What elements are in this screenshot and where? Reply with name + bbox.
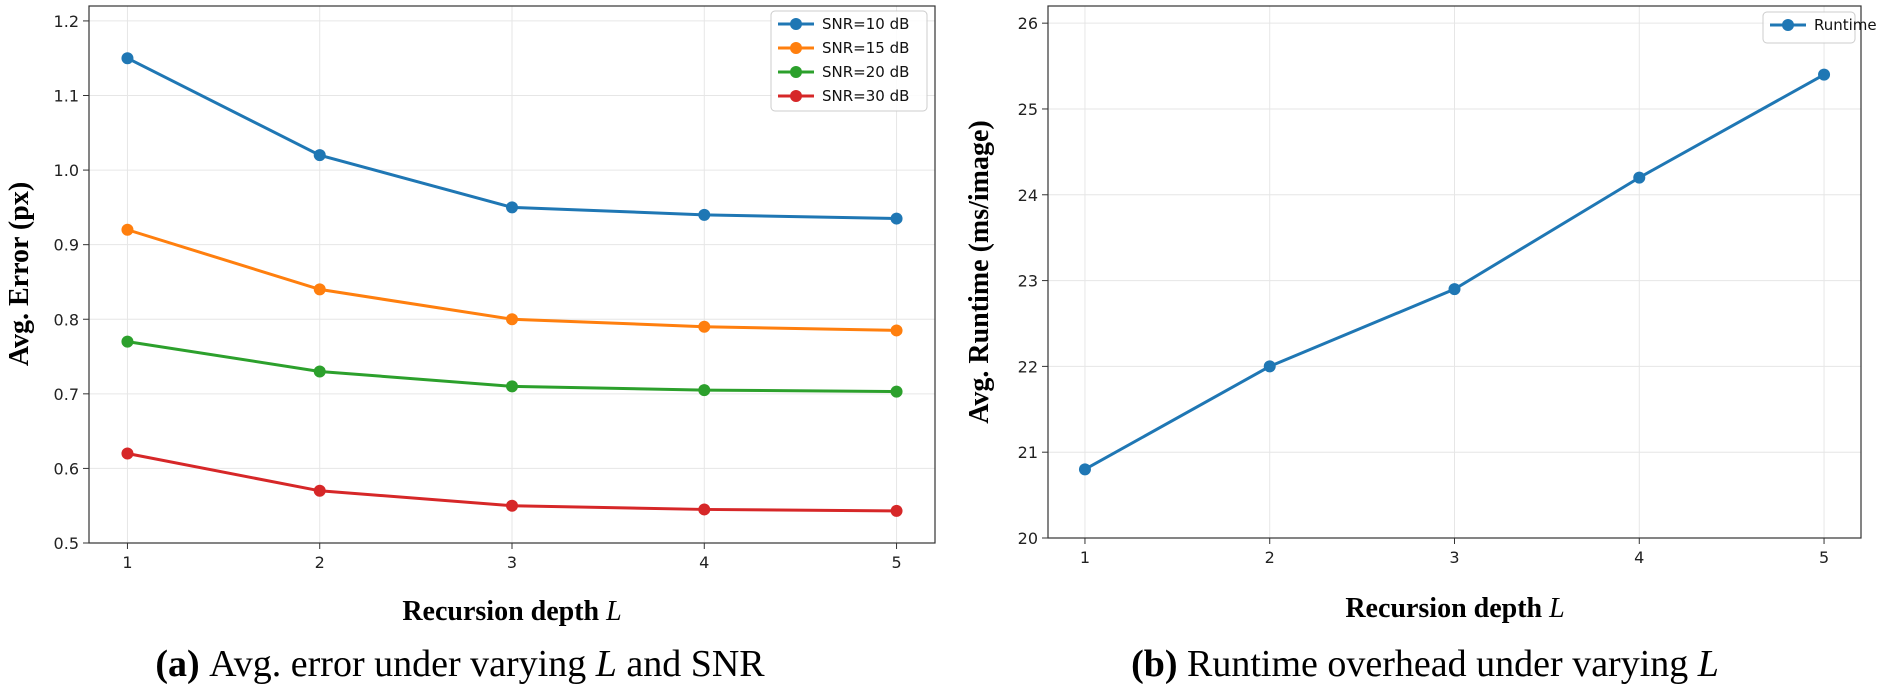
chart-a-data-point <box>890 504 903 517</box>
chart-a-data-point <box>121 447 134 460</box>
chart-b-y-tick-label: 24 <box>1018 186 1038 205</box>
chart-a-legend-label: SNR=20 dB <box>822 63 909 81</box>
chart-b-x-tick-label: 1 <box>1080 548 1090 567</box>
chart-a-data-point <box>313 283 326 296</box>
chart-a-series-3 <box>121 335 903 398</box>
chart-b-y-tick-label: 25 <box>1018 100 1038 119</box>
chart-a-data-point <box>506 380 518 393</box>
chart-a-data-point <box>313 365 326 378</box>
chart-a-y-tick-label: 1.0 <box>54 161 79 180</box>
chart-b-y-tick-label: 23 <box>1018 272 1038 291</box>
chart-a-data-point <box>890 212 903 225</box>
chart-a-data-point <box>698 208 711 221</box>
chart-a-data-point <box>698 503 711 516</box>
chart-a-y-tick-label: 0.5 <box>54 534 79 553</box>
chart-a: 1 2 3 4 50.50.60.70.80.91.01.11.2 SNR=10 dBSN… <box>4 5 936 684</box>
chart-a-legend-label: SNR=30 dB <box>822 87 909 105</box>
chart-b-data-point <box>1448 283 1461 296</box>
chart-a-data-point <box>698 320 711 333</box>
chart-a-data-point <box>313 484 326 497</box>
chart-a-x-tick-label: 4 <box>699 553 709 572</box>
chart-a-series-4 <box>121 447 903 517</box>
chart-a-legend-marker <box>790 42 802 54</box>
chart-a-series-2 <box>121 223 903 337</box>
chart-b-y-tick-label: 20 <box>1018 529 1038 548</box>
chart-a-y-tick-label: 0.6 <box>54 459 79 478</box>
chart-b-x-axis-label: Recursion depth L <box>1345 593 1564 624</box>
chart-b-x-tick-label: 5 <box>1819 548 1829 567</box>
chart-b-data-point <box>1078 463 1091 476</box>
chart-a-y-tick-label: 0.9 <box>54 236 79 255</box>
chart-b-x-tick-label: 2 <box>1265 548 1275 567</box>
chart-a-caption: (a) Avg. error under varying L and SNR <box>155 643 765 684</box>
chart-b-y-tick-label: 26 <box>1018 14 1038 33</box>
chart-b-legend-marker <box>1782 19 1794 31</box>
chart-a-data-point <box>506 201 518 214</box>
chart-a-legend-marker <box>790 90 802 102</box>
chart-a-legend-box <box>770 10 928 112</box>
chart-b-x-tick-label: 4 <box>1634 548 1644 567</box>
chart-b-data-point <box>1818 68 1831 81</box>
chart-a-data-point <box>698 384 711 397</box>
chart-a-data-point <box>890 324 903 337</box>
chart-a-x-tick-label: 3 <box>507 553 517 572</box>
chart-a-legend-label: SNR=10 dB <box>822 15 909 33</box>
chart-b-y-tick-label: 22 <box>1018 357 1038 376</box>
chart-b-series-1 <box>1078 68 1831 476</box>
chart-b-y-axis-label: Avg. Runtime (ms/image) <box>964 120 995 424</box>
chart-a-legend-marker <box>790 18 802 30</box>
chart-b-caption: (b) Runtime overhead under varying L <box>1131 643 1719 684</box>
chart-a-legend-label: SNR=15 dB <box>822 39 909 57</box>
chart-b-y-tick-label: 21 <box>1018 443 1038 462</box>
chart-a-y-tick-label: 1.1 <box>54 87 79 106</box>
chart-a-x-tick-label: 5 <box>891 553 901 572</box>
chart-b-legend: Runtime <box>1762 11 1877 44</box>
chart-b-data-point <box>1633 171 1646 184</box>
chart-a-data-point <box>121 52 134 65</box>
chart-a-data-point <box>506 313 518 326</box>
chart-a-data-point <box>506 499 518 512</box>
chart-a-data-point <box>890 385 903 398</box>
chart-a-x-axis-label: Recursion depth L <box>402 596 621 627</box>
chart-a-y-tick-label: 0.8 <box>54 310 79 329</box>
chart-a-x-tick-label: 2 <box>315 553 325 572</box>
chart-a-legend: SNR=10 dB SNR=15 dB SNR=20 dB SNR=30 dB <box>770 10 928 112</box>
chart-a-y-tick-label: 1.2 <box>54 12 79 31</box>
chart-a-y-axis-label: Avg. Error (px) <box>4 182 35 366</box>
chart-a-data-point <box>121 223 134 236</box>
chart-a-data-point <box>313 149 326 162</box>
chart-b-grid <box>1048 6 1861 539</box>
chart-b-x-tick-label: 3 <box>1449 548 1459 567</box>
chart-b-legend-label: Runtime <box>1814 16 1877 34</box>
chart-a-series-1 <box>121 52 903 225</box>
chart-a-data-point <box>121 335 134 348</box>
chart-a-y-tick-label: 0.7 <box>54 385 79 404</box>
chart-a-legend-marker <box>790 66 802 78</box>
chart-a-x-tick-label: 1 <box>122 553 132 572</box>
chart-b-data-point <box>1263 360 1276 373</box>
